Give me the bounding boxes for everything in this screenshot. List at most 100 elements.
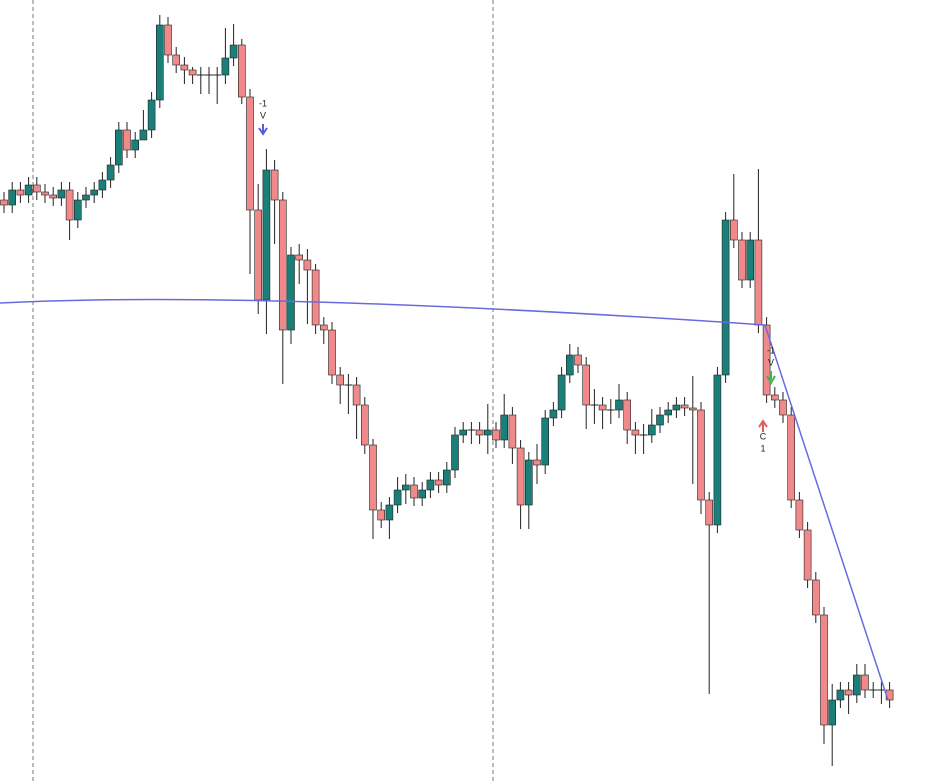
candle-body (672, 404, 681, 411)
candle-body (123, 129, 131, 151)
annotation: -1 (259, 98, 267, 108)
candle-body (721, 219, 730, 376)
candle-body (57, 189, 66, 199)
candle-body (475, 429, 484, 436)
candle-body (336, 374, 345, 386)
candle-body (164, 24, 172, 56)
candle-body (74, 199, 82, 221)
candle-body (49, 194, 58, 199)
candle-body (664, 409, 673, 416)
candle-body (557, 374, 566, 411)
candle-body (451, 434, 459, 471)
candle-body (139, 129, 148, 141)
candle-body (278, 199, 287, 331)
candle-body (500, 414, 509, 441)
candle-body (188, 69, 197, 76)
candle-body (426, 479, 435, 491)
candle-body (565, 354, 574, 376)
candle-body (115, 129, 123, 166)
candle-body (861, 674, 869, 691)
candle-body (787, 414, 796, 501)
candle-body (541, 417, 550, 466)
candles (0, 15, 894, 766)
candle-body (811, 579, 820, 616)
candle-body (688, 407, 697, 411)
candle-body (549, 409, 558, 419)
candle-body (24, 184, 33, 196)
candle-body (65, 189, 74, 221)
candle-body (738, 239, 746, 281)
candle-body (442, 469, 451, 486)
arrow (766, 371, 776, 386)
candle-body (303, 259, 312, 271)
candle-body (16, 189, 25, 196)
candle-body (393, 489, 402, 506)
candle-body (32, 184, 41, 193)
candle-body (713, 374, 722, 526)
candle-body (352, 384, 361, 406)
candle-body (524, 459, 533, 506)
candle-body (803, 529, 812, 581)
candle-body (516, 447, 525, 506)
candle-body (295, 254, 304, 261)
candle-body (656, 414, 664, 426)
candle-body (319, 324, 328, 331)
candle-body (8, 189, 16, 206)
candle-body (385, 504, 394, 521)
candle-body (254, 209, 262, 301)
candle-body (410, 484, 418, 499)
candle-body (820, 614, 828, 726)
candle-body (492, 429, 500, 441)
candle-body (680, 404, 689, 409)
candle-body (483, 429, 492, 436)
candle-body (828, 699, 837, 726)
candle-body (360, 404, 369, 446)
arrow (758, 419, 768, 432)
candle-body (615, 399, 623, 411)
candle-body (770, 394, 779, 401)
candle-body (147, 99, 156, 131)
candle-body (106, 164, 115, 181)
candle-body (795, 499, 804, 531)
candle-body (262, 169, 271, 301)
candle-body (697, 409, 705, 501)
candle-body (229, 44, 238, 59)
trend-line (0, 298, 889, 701)
candle-body (311, 269, 320, 326)
candle-body (221, 57, 230, 76)
annotation: V (260, 110, 266, 120)
annotation: 1 (760, 443, 765, 453)
candle-body (369, 444, 377, 511)
candle-body (156, 24, 164, 101)
candle-body (270, 169, 279, 201)
candle-body (434, 479, 443, 486)
arrow (258, 124, 268, 136)
candle-body (459, 429, 468, 436)
candle-body (82, 194, 90, 201)
candle-body (729, 219, 738, 241)
annotation: V (768, 357, 774, 367)
candle-body (746, 239, 755, 281)
candle-body (287, 254, 295, 331)
candle-body (582, 364, 591, 406)
candle-body (377, 509, 386, 521)
candle-body (0, 199, 8, 206)
candle-body (533, 459, 541, 466)
candle-body (754, 239, 763, 326)
candle-body (418, 489, 427, 499)
candle-body (779, 399, 787, 416)
candle-body (631, 429, 640, 436)
candle-body (647, 424, 656, 436)
candle-body (328, 329, 336, 376)
candle-body (852, 674, 861, 696)
candle-body (762, 324, 771, 396)
annotation: -1 (767, 345, 775, 355)
candle-body (172, 54, 180, 66)
candle-body (508, 414, 517, 449)
candle-body (598, 404, 607, 411)
candle-body (246, 96, 254, 211)
candle-body (836, 689, 845, 701)
candle-body (131, 139, 139, 151)
